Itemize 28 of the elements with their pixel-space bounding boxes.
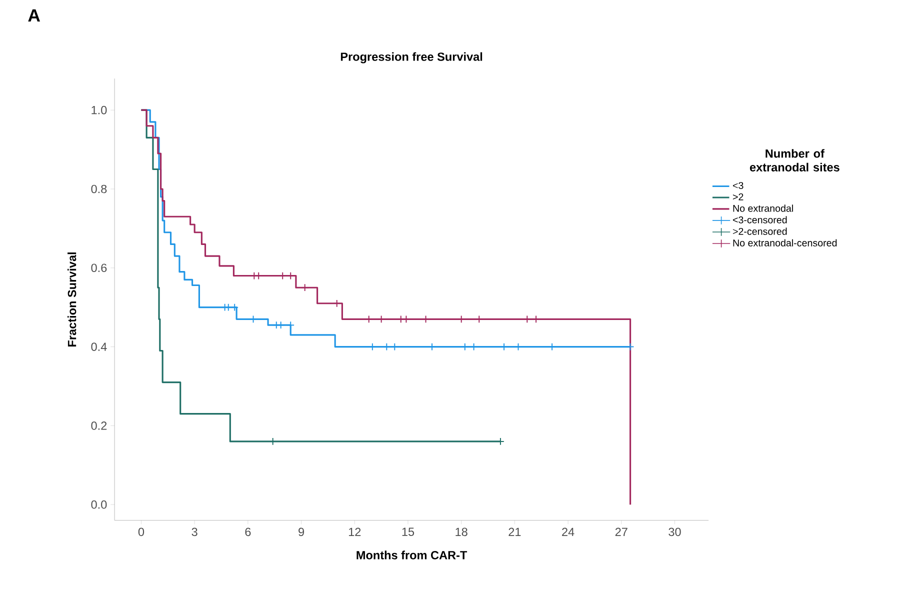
y-tick-label: 0.0 (91, 500, 107, 509)
legend-title: Number of extranodal sites (750, 149, 840, 172)
text: A (28, 9, 40, 22)
y-axis-title: Fraction Survival (68, 252, 76, 346)
x-tick-label: 12 (348, 528, 361, 536)
x-tick-label: 6 (245, 528, 251, 536)
x-tick-label: 18 (456, 528, 468, 536)
legend-label: <3-censored (732, 216, 787, 224)
x-tick-label: 24 (562, 528, 574, 536)
x-tick-label: 3 (192, 528, 198, 536)
legend-label: >2-censored (732, 228, 787, 235)
x-tick-label: 9 (298, 528, 304, 536)
y-tick-label: 0.6 (91, 264, 107, 272)
y-tick-label: 1.0 (92, 106, 107, 114)
x-tick-label: 0 (138, 528, 144, 536)
y-tick-label: 0.2 (91, 422, 107, 430)
legend-label: <3 (732, 182, 744, 190)
x-tick-label: 15 (402, 528, 414, 536)
legend-label: No extranodal-censored (733, 239, 837, 246)
legend-label: >2 (732, 193, 744, 200)
x-axis-title: Months from CAR-T (356, 550, 468, 560)
x-tick-label: 21 (508, 528, 521, 536)
chart-title: Progression free Survival (340, 52, 482, 64)
y-tick-label: 0.8 (91, 184, 107, 194)
x-tick-label: 27 (615, 528, 628, 536)
legend-label: No extranodal (733, 204, 793, 212)
x-tick-label: 30 (668, 528, 681, 536)
y-tick-label: 0.4 (91, 342, 107, 351)
